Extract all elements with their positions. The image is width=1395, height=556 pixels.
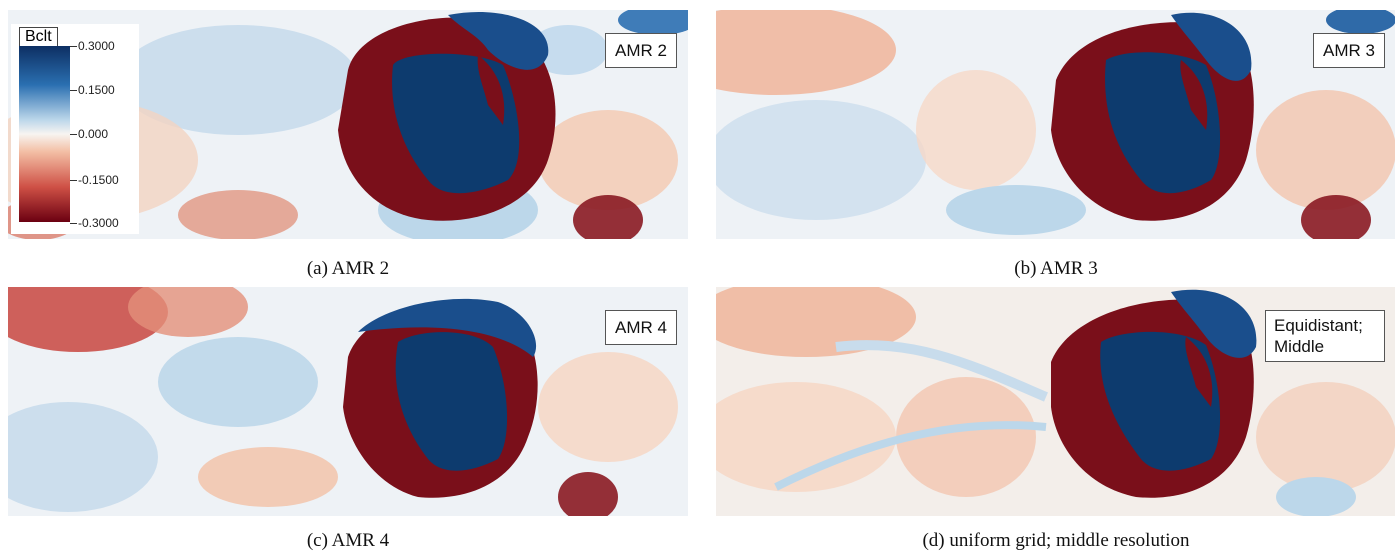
colorbar-tick: 0.1500 xyxy=(70,84,115,96)
panel-amr-4: AMR 4 xyxy=(8,287,688,516)
colorbar-legend: Bclt 0.3000 0.1500 0.000 -0.1500 -0.3000 xyxy=(11,24,139,234)
caption-a: (a) AMR 2 xyxy=(306,258,390,279)
panel-equidistant-middle: Equidistant; Middle xyxy=(716,287,1395,516)
colorbar-tick: -0.3000 xyxy=(70,217,119,229)
panel-label: AMR 3 xyxy=(1313,33,1385,68)
colorbar-tick: 0.000 xyxy=(70,128,108,140)
field-plot-amr-3 xyxy=(716,10,1395,239)
colorbar-tick: 0.3000 xyxy=(70,40,115,52)
colorbar-tick: -0.1500 xyxy=(70,174,119,186)
panel-label: Equidistant; Middle xyxy=(1265,310,1385,362)
panel-label: AMR 4 xyxy=(605,310,677,345)
caption-b: (b) AMR 3 xyxy=(1014,258,1098,279)
field-plot-amr-4 xyxy=(8,287,688,516)
panel-amr-3: AMR 3 xyxy=(716,10,1395,239)
caption-c: (c) AMR 4 xyxy=(306,530,390,551)
colorbar-gradient xyxy=(19,46,70,222)
colorbar-title: Bclt xyxy=(19,27,58,47)
caption-d: (d) uniform grid; middle resolution xyxy=(922,530,1190,551)
panel-label: AMR 2 xyxy=(605,33,677,68)
